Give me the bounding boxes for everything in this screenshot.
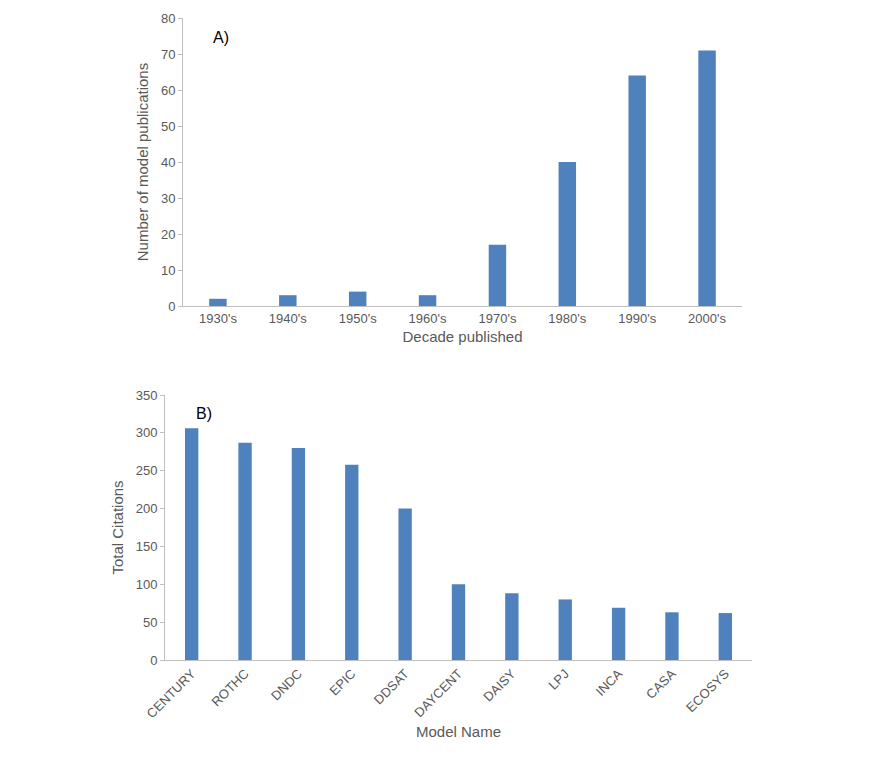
svg-text:50: 50: [143, 615, 157, 630]
svg-text:0: 0: [150, 653, 157, 668]
svg-text:CASA: CASA: [643, 666, 679, 702]
svg-text:350: 350: [136, 388, 158, 403]
svg-text:20: 20: [161, 227, 175, 242]
svg-text:INCA: INCA: [593, 666, 626, 699]
svg-text:1930's: 1930's: [199, 311, 237, 326]
svg-text:A): A): [213, 29, 229, 46]
svg-text:1970's: 1970's: [478, 311, 516, 326]
svg-text:DNDC: DNDC: [268, 666, 305, 703]
svg-text:B): B): [196, 405, 212, 422]
svg-text:EPIC: EPIC: [326, 666, 358, 698]
svg-text:Number of model publications: Number of model publications: [134, 63, 151, 261]
svg-text:1950's: 1950's: [339, 311, 377, 326]
svg-text:1940's: 1940's: [269, 311, 307, 326]
svg-text:ECOSYS: ECOSYS: [683, 666, 732, 715]
svg-text:60: 60: [161, 83, 175, 98]
svg-text:CENTURY: CENTURY: [144, 666, 199, 721]
svg-text:1990's: 1990's: [618, 311, 656, 326]
svg-text:0: 0: [168, 299, 175, 314]
svg-text:Model Name: Model Name: [416, 723, 501, 740]
svg-text:DAYCENT: DAYCENT: [411, 666, 465, 720]
svg-text:200: 200: [136, 501, 158, 516]
svg-text:1960's: 1960's: [409, 311, 447, 326]
svg-text:70: 70: [161, 47, 175, 62]
svg-text:LPJ: LPJ: [545, 666, 571, 692]
svg-text:ROTHC: ROTHC: [208, 666, 251, 709]
svg-text:10: 10: [161, 263, 175, 278]
svg-text:80: 80: [161, 11, 175, 26]
svg-text:Decade published: Decade published: [402, 328, 522, 345]
svg-text:100: 100: [136, 577, 158, 592]
svg-text:2000's: 2000's: [688, 311, 726, 326]
svg-text:30: 30: [161, 191, 175, 206]
svg-text:40: 40: [161, 155, 175, 170]
svg-text:300: 300: [136, 425, 158, 440]
svg-text:1980's: 1980's: [548, 311, 586, 326]
svg-text:250: 250: [136, 463, 158, 478]
svg-text:50: 50: [161, 119, 175, 134]
svg-text:DDSAT: DDSAT: [371, 666, 412, 707]
svg-text:DAISY: DAISY: [480, 666, 518, 704]
svg-text:Total Citations: Total Citations: [109, 480, 126, 574]
svg-text:150: 150: [136, 539, 158, 554]
